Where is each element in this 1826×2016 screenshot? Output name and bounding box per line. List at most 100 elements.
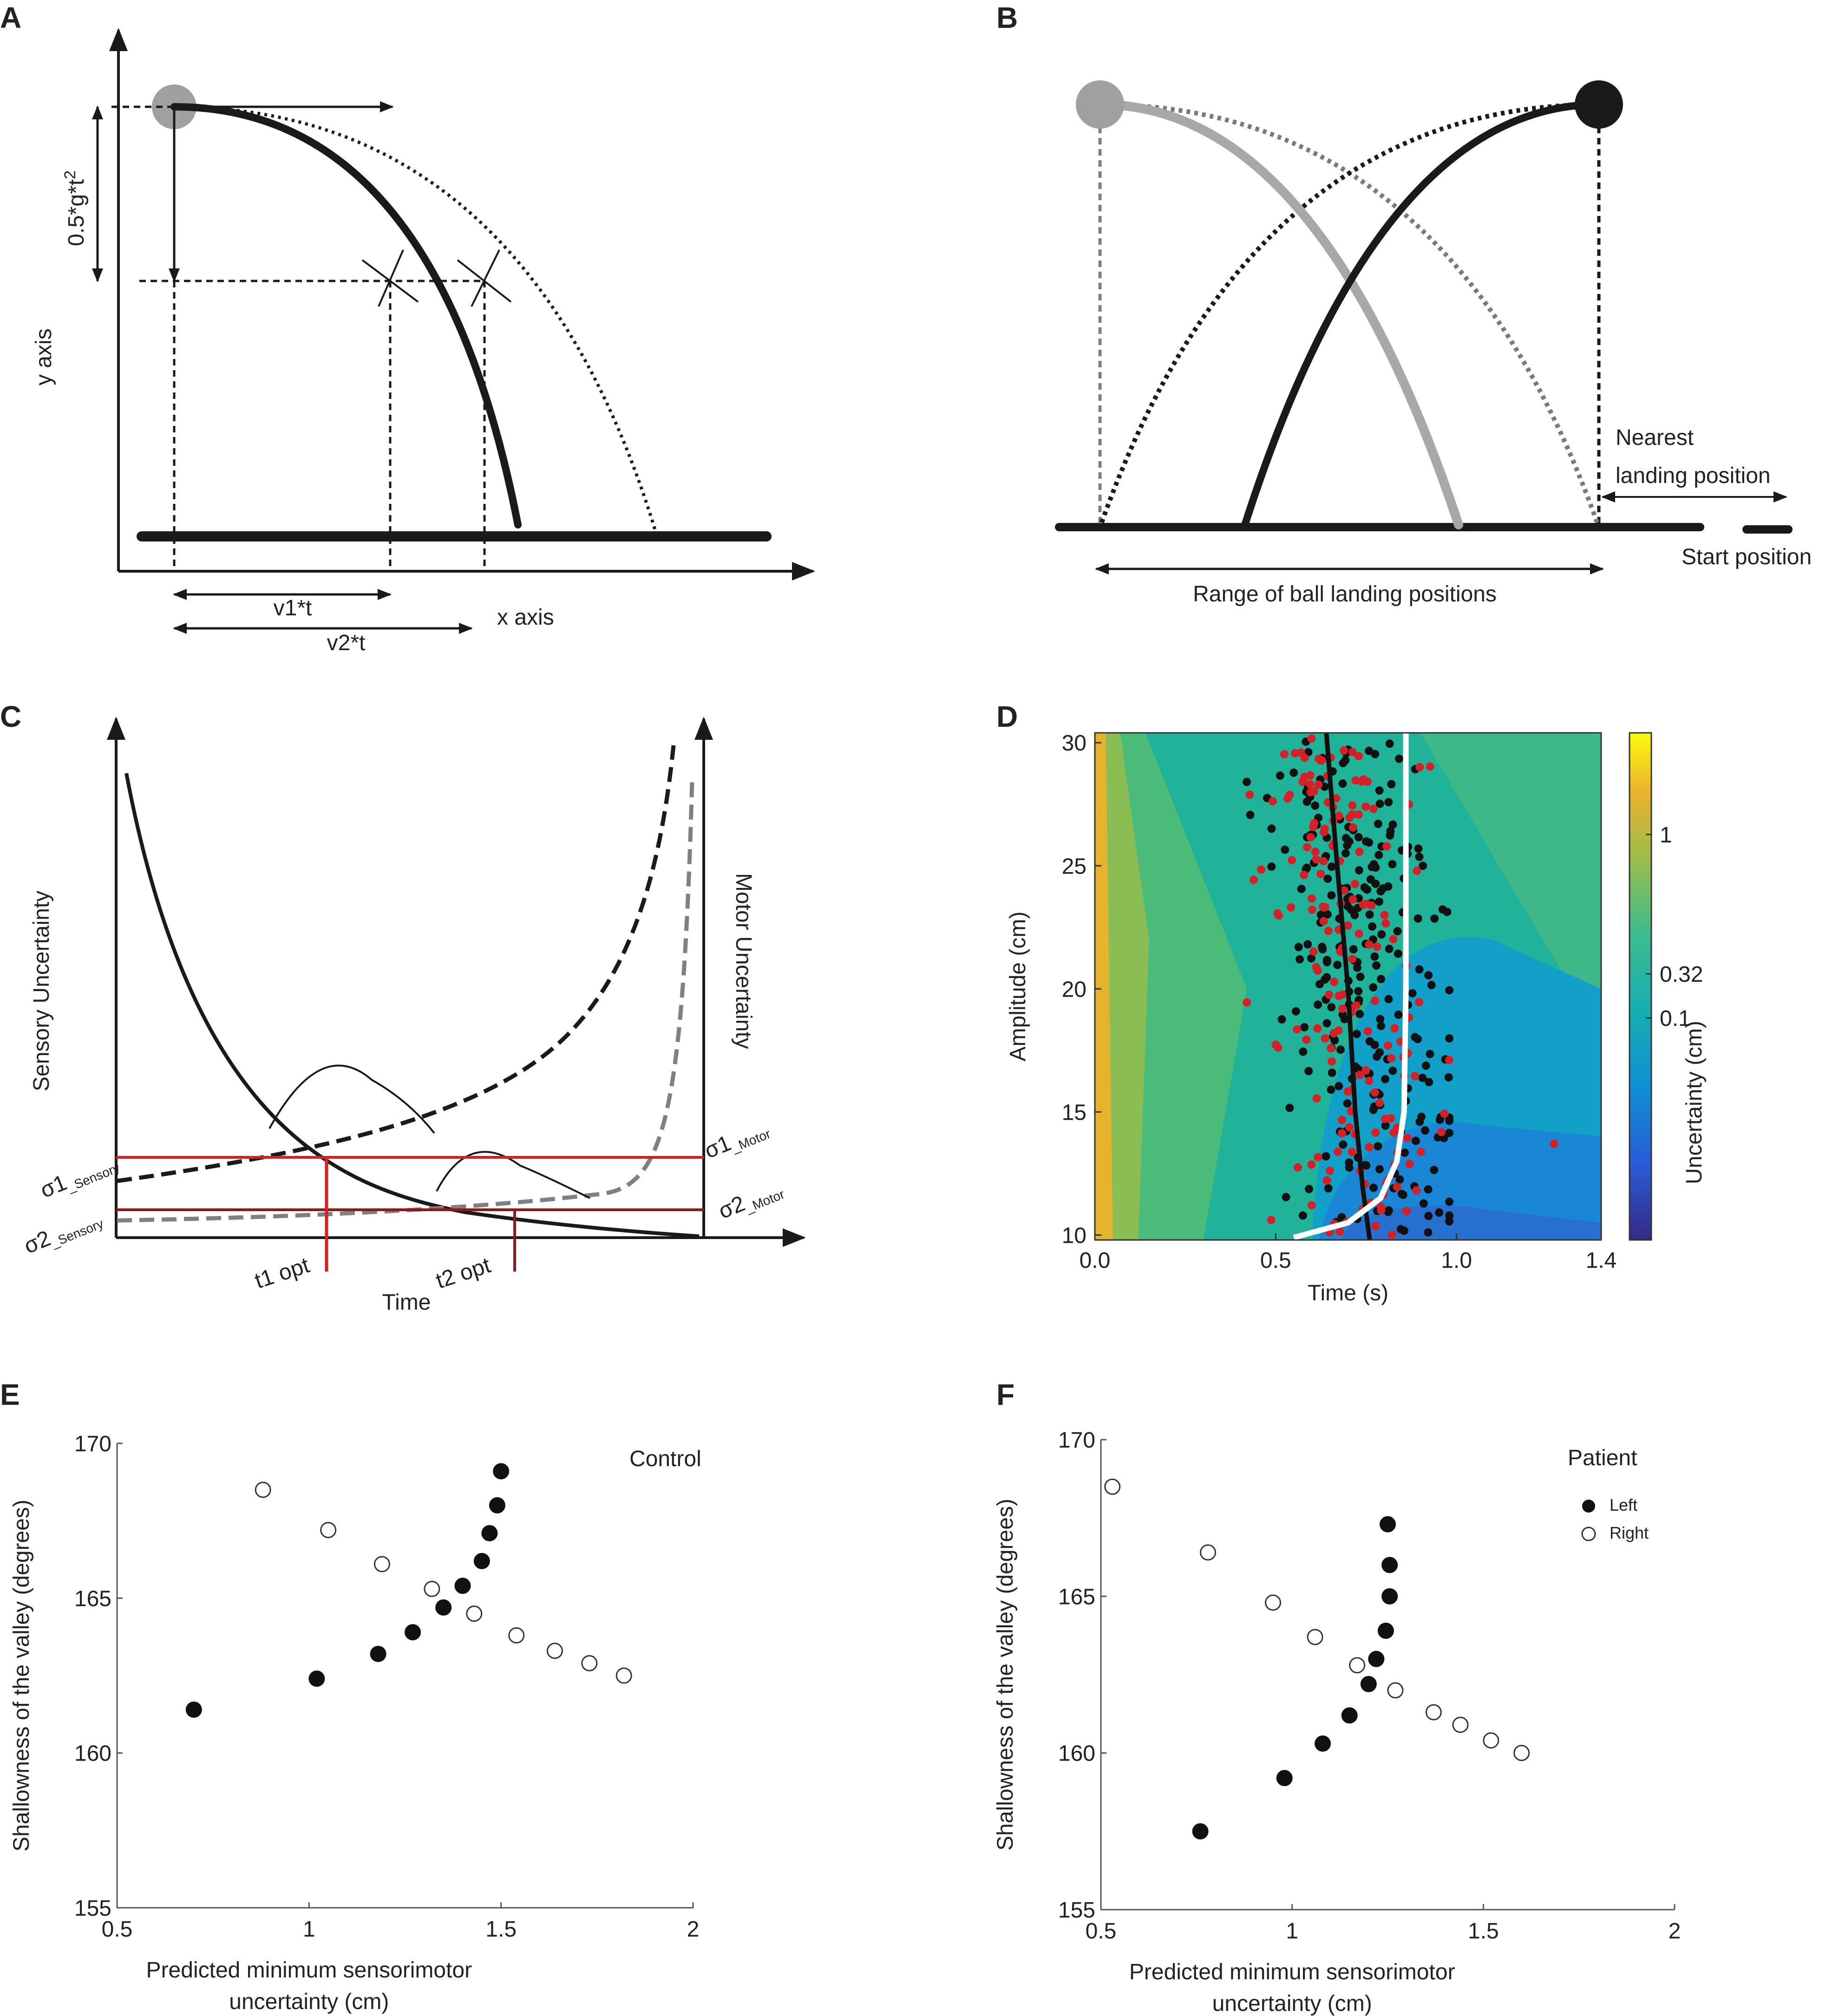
d-ytick-label: 15 [1062, 1100, 1086, 1125]
d-band-orange [1095, 733, 1113, 1240]
d-red-point [1550, 1140, 1558, 1148]
d-red-point [1329, 1029, 1338, 1038]
d-black-point [1424, 1185, 1433, 1194]
d-black-point [1295, 955, 1304, 964]
e-point-right [615, 1667, 632, 1684]
d-black-point [1374, 1142, 1382, 1151]
c-motor-curve-1 [117, 745, 676, 1183]
d-black-point [1400, 1227, 1408, 1235]
d-red-point [1410, 1072, 1419, 1081]
e-xlabel-line: Predicted minimum sensorimotor [146, 1958, 472, 1983]
panel-d: D 0.0 0.5 1.0 1.4 10 15 20 25 30 Time (s) Amplitud… [996, 700, 1707, 1305]
e-point-right [255, 1481, 271, 1498]
d-heatmap [1095, 733, 1601, 1240]
f-xtick-label: 1.5 [1468, 1919, 1499, 1944]
d-ytick-label: 30 [1062, 731, 1086, 756]
d-optimal-time-line [1324, 732, 1372, 1240]
d-red-point [1320, 824, 1329, 833]
f-point-left [1341, 1707, 1358, 1724]
a-cross-1a [378, 249, 404, 307]
c-sigma1-sensory: σ1_Sensory [37, 1150, 122, 1204]
d-black-point [1385, 945, 1394, 953]
d-black-point [1267, 824, 1276, 833]
d-red-point [1326, 1166, 1335, 1175]
d-black-point [1385, 739, 1394, 748]
d-red-point [1306, 780, 1315, 789]
d-red-point [1249, 875, 1258, 884]
f-point-right [1200, 1544, 1217, 1561]
d-axes: 0.0 0.5 1.0 1.4 10 15 20 25 30 Time (s) Amplitude … [1006, 731, 1617, 1305]
b-black-ball [1575, 80, 1623, 129]
d-black-point [1371, 750, 1380, 758]
d-red-point [1370, 997, 1379, 1005]
f-point-left [1380, 1516, 1396, 1533]
d-black-point [1394, 1010, 1403, 1019]
e-title: Control [629, 1447, 701, 1471]
d-black-point [1415, 852, 1424, 861]
d-red-point [1340, 746, 1348, 755]
d-black-point [1377, 930, 1386, 939]
d-black-point [1393, 927, 1402, 936]
e-point-left [489, 1497, 505, 1514]
d-black-point [1343, 841, 1352, 850]
e-xtick-label: 1 [303, 1917, 315, 1942]
panel-c-label: C [0, 700, 21, 733]
d-red-point [1309, 822, 1318, 831]
f-xtick-label: 0.5 [1086, 1919, 1117, 1944]
f-xtick-label: 1 [1286, 1919, 1298, 1944]
d-red-point [1405, 1160, 1414, 1168]
d-red-point [1288, 856, 1296, 865]
d-black-point [1375, 786, 1384, 795]
d-black-point [1413, 1035, 1422, 1044]
d-black-point [1424, 971, 1433, 980]
d-black-point [1305, 1185, 1314, 1194]
d-red-point [1307, 1160, 1316, 1169]
d-red-point [1283, 794, 1292, 803]
d-red-point [1382, 842, 1391, 851]
d-black-point [1338, 779, 1347, 788]
d-overlay [1243, 732, 1558, 1240]
b-range-label: Range of ball landing positions [1193, 582, 1497, 607]
e-point-left [308, 1670, 325, 1687]
d-red-point [1309, 947, 1318, 956]
d-black-point [1304, 1067, 1313, 1076]
d-black-point [1445, 1197, 1453, 1206]
d-red-point [1311, 848, 1320, 856]
f-point-right [1265, 1594, 1281, 1611]
d-red-point [1345, 1123, 1354, 1132]
e-scatter: 0.5 1 1.5 2 155 160 165 170 Predicted minimum se… [9, 1432, 701, 2014]
e-point-left [370, 1645, 386, 1662]
d-black-point [1386, 831, 1394, 840]
d-xtick-label: 1.0 [1441, 1248, 1472, 1273]
d-red-point [1308, 905, 1316, 914]
d-red-point [1307, 734, 1316, 743]
d-red-point [1359, 900, 1368, 909]
d-black-point [1384, 1206, 1393, 1215]
d-black-point [1365, 910, 1374, 919]
e-xtick-label: 1.5 [485, 1917, 517, 1942]
d-black-point [1285, 1103, 1294, 1112]
d-red-point [1361, 802, 1370, 811]
panel-a: A 0.5*g*t2 y axis v1*t v2*t x axis [0, 1, 815, 655]
d-black-point [1424, 1228, 1433, 1237]
d-black-point [1267, 862, 1276, 871]
f-ytick-label: 155 [1058, 1898, 1095, 1923]
e-xlabel-line: uncertainty (cm) [229, 1990, 389, 2014]
d-black-point [1282, 1193, 1290, 1201]
d-red-point [1337, 1129, 1346, 1138]
panel-e: E 0.5 1 1.5 2 155 160 165 170 Predicted minimum … [0, 1378, 701, 2014]
d-black-point [1354, 833, 1363, 842]
d-black-point [1377, 975, 1386, 984]
d-black-point [1375, 897, 1384, 906]
d-black-point [1335, 1082, 1343, 1090]
d-red-point [1298, 777, 1307, 786]
d-red-point [1307, 1201, 1316, 1210]
d-red-point [1312, 855, 1321, 864]
d-red-point [1348, 810, 1357, 819]
panel-f-label: F [996, 1378, 1014, 1411]
d-red-point [1321, 903, 1329, 912]
d-red-point [1313, 966, 1322, 975]
d-black-point [1381, 1121, 1390, 1130]
f-title: Patient [1568, 1446, 1637, 1470]
